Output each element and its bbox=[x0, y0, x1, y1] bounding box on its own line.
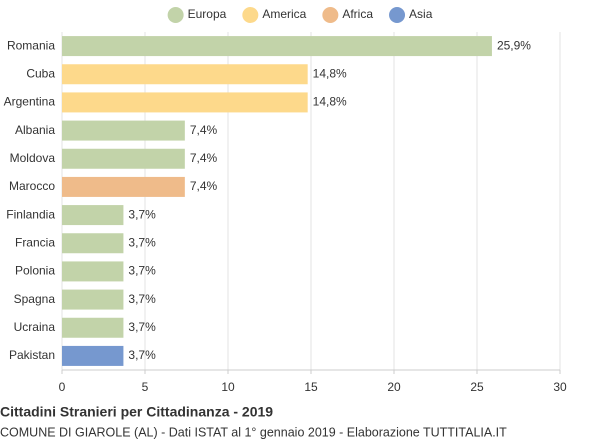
x-tick-label: 10 bbox=[221, 380, 235, 394]
value-label: 3,7% bbox=[128, 292, 156, 306]
bar bbox=[62, 36, 492, 57]
y-tick-label: Romania bbox=[7, 38, 55, 52]
bar bbox=[62, 261, 124, 282]
y-tick-label: Finlandia bbox=[6, 207, 55, 221]
bar bbox=[62, 205, 124, 226]
bar bbox=[62, 120, 185, 141]
legend-marker bbox=[242, 7, 259, 23]
y-tick-label: Spagna bbox=[14, 292, 56, 306]
x-tick-label: 15 bbox=[304, 380, 318, 394]
value-label: 7,4% bbox=[190, 151, 218, 165]
y-tick-label: Pakistan bbox=[9, 348, 55, 362]
value-label: 3,7% bbox=[128, 264, 156, 278]
value-label: 3,7% bbox=[128, 235, 156, 249]
y-tick-label: Albania bbox=[15, 123, 55, 137]
value-label: 3,7% bbox=[128, 320, 156, 334]
bar bbox=[62, 176, 185, 197]
value-label: 3,7% bbox=[128, 207, 156, 221]
x-tick-label: 20 bbox=[387, 380, 401, 394]
legend-label: Asia bbox=[409, 7, 433, 21]
value-label: 14,8% bbox=[313, 95, 347, 109]
chart-title: Cittadini Stranieri per Cittadinanza - 2… bbox=[0, 404, 273, 420]
value-label: 3,7% bbox=[128, 348, 156, 362]
y-tick-label: Polonia bbox=[15, 264, 55, 278]
legend-marker bbox=[322, 7, 339, 23]
y-tick-label: Cuba bbox=[26, 66, 55, 80]
legend-label: Africa bbox=[342, 7, 373, 21]
y-tick-label: Francia bbox=[15, 235, 55, 249]
x-tick-label: 0 bbox=[59, 380, 66, 394]
bar bbox=[62, 64, 308, 85]
y-tick-label: Ucraina bbox=[14, 320, 56, 334]
x-tick-label: 25 bbox=[470, 380, 484, 394]
value-label: 14,8% bbox=[313, 66, 347, 80]
chart-subtitle: COMUNE DI GIAROLE (AL) - Dati ISTAT al 1… bbox=[0, 425, 507, 439]
y-tick-label: Moldova bbox=[10, 151, 56, 165]
bar bbox=[62, 148, 185, 169]
bar bbox=[62, 317, 124, 338]
bar bbox=[62, 289, 124, 310]
bar bbox=[62, 345, 124, 366]
legend-marker bbox=[389, 7, 406, 23]
legend-marker bbox=[167, 7, 184, 23]
bar bbox=[62, 92, 308, 113]
x-tick-label: 30 bbox=[553, 380, 567, 394]
y-tick-label: Marocco bbox=[9, 179, 55, 193]
value-label: 25,9% bbox=[497, 38, 531, 52]
bar bbox=[62, 233, 124, 254]
legend-label: Europa bbox=[188, 7, 227, 21]
legend-label: America bbox=[262, 7, 306, 21]
value-label: 7,4% bbox=[190, 179, 218, 193]
value-label: 7,4% bbox=[190, 123, 218, 137]
y-tick-label: Argentina bbox=[4, 95, 56, 109]
x-tick-label: 5 bbox=[142, 380, 149, 394]
